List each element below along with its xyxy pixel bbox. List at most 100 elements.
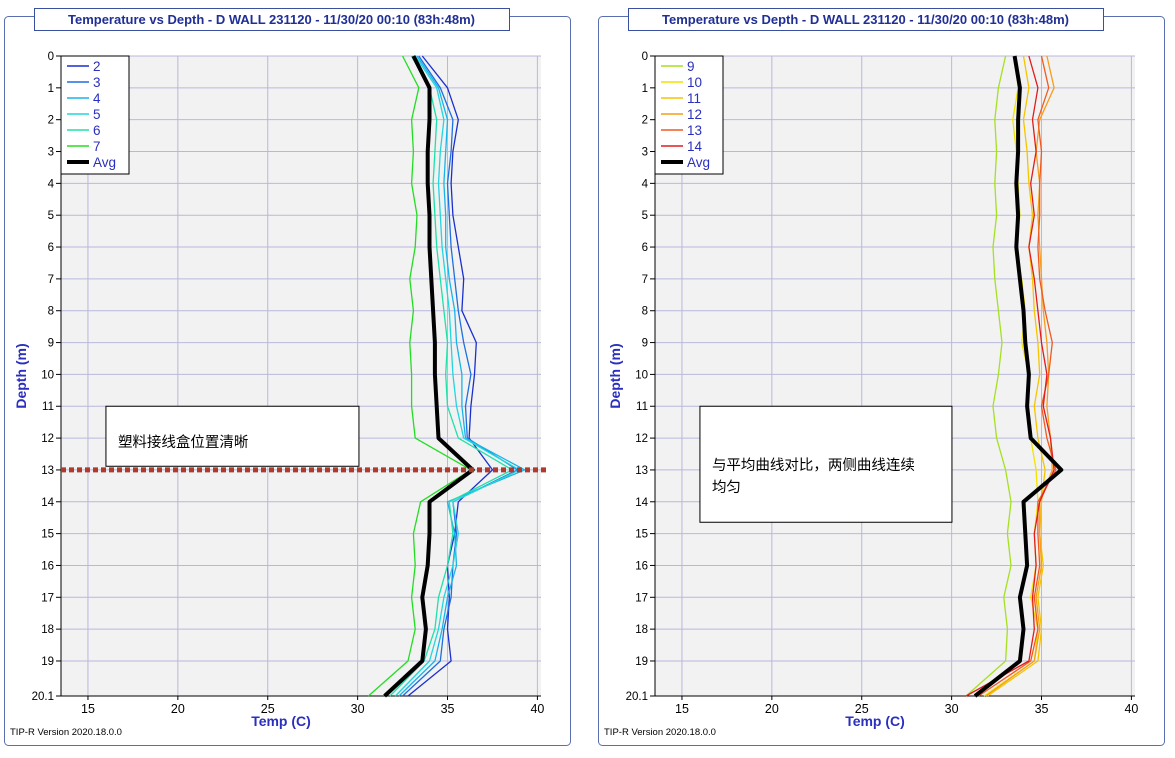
y-tick-label: 2 [642,115,648,127]
x-tick-label: 25 [261,702,275,716]
y-tick-label: 1 [48,83,54,95]
legend-label: 4 [93,91,101,106]
y-tick-label: 8 [642,306,648,318]
y-axis-label: Depth (m) [607,343,623,408]
y-tick-label: 19 [635,656,648,668]
x-axis-label: Temp (C) [845,713,905,729]
y-tick-label: 8 [48,306,54,318]
y-tick-label: 11 [636,401,648,413]
y-tick-label: 9 [642,338,648,350]
y-tick-label: 12 [41,433,54,445]
plot-background [61,56,541,696]
y-tick-label: 7 [48,274,54,286]
y-tick-label: 7 [642,274,648,286]
y-tick-label: 11 [42,401,54,413]
legend-label: 12 [687,107,702,122]
x-tick-label: 40 [530,702,544,716]
y-tick-label: 0 [48,51,54,63]
y-tick-label: 4 [642,178,649,190]
y-tick-label: 5 [48,210,54,222]
legend-box [60,55,130,175]
y-tick-label: 5 [642,210,648,222]
x-axis-label: Temp (C) [251,713,311,729]
y-tick-label: 17 [41,592,54,604]
y-tick-label: 10 [635,369,648,381]
y-tick-label: 4 [48,178,55,190]
y-tick-label: 1 [642,83,648,95]
y-tick-label: 20.1 [32,691,54,703]
x-tick-label: 25 [855,702,869,716]
chart-panel-left: Temperature vs Depth - D WALL 231120 - 1… [4,8,571,746]
series-line-avg [973,55,1064,698]
series-line-6 [389,55,513,697]
legend-label: 9 [687,59,695,74]
x-tick-label: 35 [441,702,455,716]
x-tick-label: 30 [351,702,365,716]
series-line-3 [402,55,519,697]
chart-right: Temperature vs Depth - D WALL 231120 - 1… [598,8,1165,746]
y-tick-label: 2 [48,115,54,127]
annotation-box [105,405,360,467]
x-tick-label: 20 [765,702,779,716]
legend-label: 3 [93,75,101,90]
annotation-text: 与平均曲线对比，两侧曲线连续均匀 [712,457,915,496]
legend-label: 11 [687,91,701,106]
y-tick-label: 3 [642,147,648,159]
y-tick-label: 18 [635,624,648,636]
series-line-2 [407,55,494,697]
y-tick-label: 15 [635,529,648,541]
series-line-11 [987,55,1046,697]
chart-left: Temperature vs Depth - D WALL 231120 - 1… [4,8,571,746]
title-box [34,8,510,31]
x-tick-label: 15 [675,702,689,716]
y-tick-label: 10 [41,369,54,381]
x-tick-label: 30 [945,702,959,716]
y-tick-label: 15 [41,529,54,541]
y-tick-label: 6 [642,242,648,254]
y-tick-label: 12 [635,433,648,445]
plot-background [655,56,1135,696]
y-tick-label: 14 [41,497,54,509]
y-axis-label: Depth (m) [13,343,29,408]
chart-title: Temperature vs Depth - D WALL 231120 - 1… [662,12,1069,27]
y-tick-label: 20.1 [626,691,648,703]
y-tick-label: 19 [41,656,54,668]
series-line-4 [398,55,526,697]
y-tick-label: 0 [642,51,648,63]
chart-panel-right: Temperature vs Depth - D WALL 231120 - 1… [598,8,1165,746]
y-tick-label: 16 [41,560,54,572]
x-tick-label: 40 [1124,702,1138,716]
version-text: TIP-R Version 2020.18.0.0 [10,727,122,738]
y-tick-label: 9 [48,338,54,350]
version-text: TIP-R Version 2020.18.0.0 [604,727,716,738]
x-tick-label: 15 [81,702,95,716]
chart-title: Temperature vs Depth - D WALL 231120 - 1… [68,12,475,27]
y-tick-label: 18 [41,624,54,636]
legend-label: 13 [687,123,702,138]
series-line-13 [978,55,1057,697]
title-box [628,8,1104,31]
series-line-9 [965,55,1012,697]
legend-label: 7 [93,139,101,154]
legend-box [654,55,724,175]
legend-label: 6 [93,123,101,138]
y-tick-label: 13 [635,465,648,477]
legend-label: 14 [687,139,703,154]
legend-label: 2 [93,59,101,74]
legend-label: Avg [687,155,710,170]
y-tick-label: 17 [635,592,648,604]
annotation-box [699,405,953,523]
legend-label: 5 [93,107,101,122]
legend-label: 10 [687,75,702,90]
y-tick-label: 6 [48,242,54,254]
x-tick-label: 35 [1035,702,1049,716]
series-line-7 [367,55,472,697]
y-tick-label: 14 [635,497,648,509]
x-tick-label: 20 [171,702,185,716]
series-line-14 [965,55,1055,697]
y-tick-label: 13 [41,465,54,477]
y-tick-label: 3 [48,147,54,159]
annotation-text: 塑料接线盒位置清晰 [118,434,249,451]
